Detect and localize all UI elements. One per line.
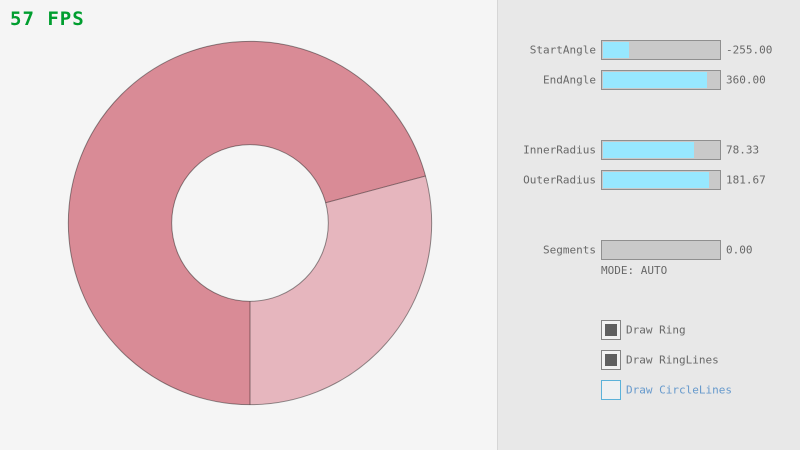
end-angle-value: 360.00 — [726, 73, 766, 87]
outer-radius-slider[interactable] — [601, 170, 721, 190]
draw-ring-lines-checkbox[interactable] — [601, 350, 621, 370]
segments-slider-row: Segments 0.00 — [498, 240, 800, 260]
start-angle-slider-fill — [603, 42, 629, 58]
inner-radius-label: InnerRadius — [523, 143, 596, 157]
draw-ring-lines-row: Draw RingLines — [498, 350, 800, 370]
end-angle-slider-row: EndAngle 360.00 — [498, 70, 800, 90]
controls-panel: StartAngle -255.00 EndAngle 360.00 InnerRadi… — [497, 0, 800, 450]
end-angle-slider[interactable] — [601, 70, 721, 90]
start-angle-slider[interactable] — [601, 40, 721, 60]
ring-outer-outline — [67, 40, 433, 406]
end-angle-label: EndAngle — [543, 73, 596, 87]
segments-value: 0.00 — [726, 243, 753, 257]
start-angle-slider-row: StartAngle -255.00 — [498, 40, 800, 60]
ring-sector-1 — [250, 175, 432, 405]
draw-ring-row: Draw Ring — [498, 320, 800, 340]
outer-radius-label: OuterRadius — [523, 173, 596, 187]
inner-radius-slider-row: InnerRadius 78.33 — [498, 140, 800, 160]
start-angle-value: -255.00 — [726, 43, 773, 57]
segments-label: Segments — [543, 243, 596, 257]
draw-ring-label: Draw Ring — [626, 323, 686, 337]
draw-circle-lines-label: Draw CircleLines — [626, 383, 732, 397]
ring-sector-0 — [68, 41, 426, 405]
checkmark-icon — [605, 324, 617, 336]
inner-radius-value: 78.33 — [726, 143, 760, 157]
ring-radial-line-1 — [325, 175, 426, 204]
draw-circle-lines-checkbox[interactable] — [601, 380, 621, 400]
segments-slider[interactable] — [601, 240, 721, 260]
draw-ring-checkbox[interactable] — [601, 320, 621, 340]
fps-counter: 57 FPS — [10, 8, 85, 30]
inner-radius-slider-fill — [603, 142, 695, 158]
inner-radius-slider[interactable] — [601, 140, 721, 160]
outer-radius-slider-fill — [603, 172, 709, 188]
segments-mode-text: MODE: AUTO — [601, 264, 668, 277]
end-angle-slider-fill — [603, 72, 708, 88]
outer-radius-value: 181.67 — [726, 173, 766, 187]
outer-radius-slider-row: OuterRadius 181.67 — [498, 170, 800, 190]
draw-circle-lines-row: Draw CircleLines — [498, 380, 800, 400]
checkmark-icon — [605, 354, 617, 366]
draw-ring-lines-label: Draw RingLines — [626, 353, 719, 367]
ring-inner-outline — [171, 144, 329, 302]
start-angle-label: StartAngle — [529, 43, 596, 57]
